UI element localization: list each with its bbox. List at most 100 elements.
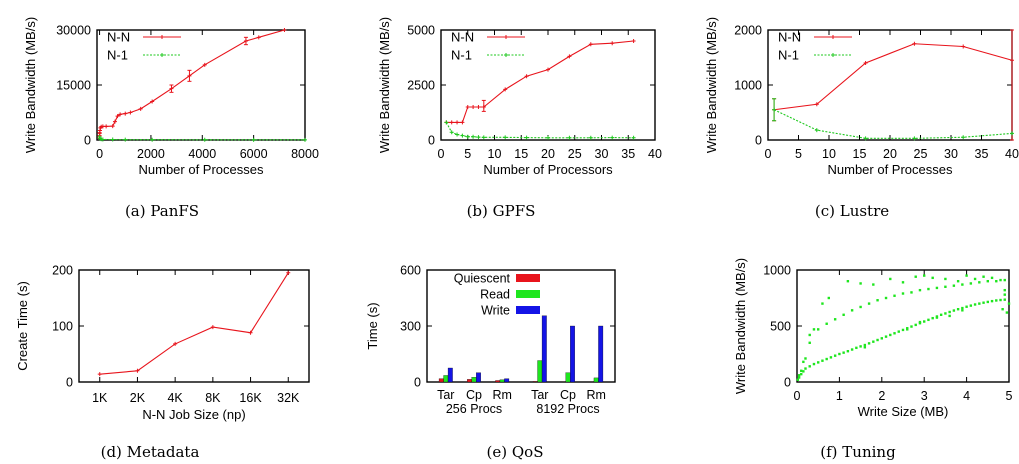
bar-quiescent [532,381,538,383]
plot-frame [78,269,310,383]
scatter-point [1003,278,1006,282]
data-point [256,35,261,40]
scatter-point [965,274,968,277]
scatter-point [893,294,896,297]
scatter-point [982,301,985,304]
scatter-point [825,357,828,361]
legend-label: Read [480,288,510,302]
scatter-point [923,320,926,323]
scatter-point [914,323,917,327]
scatter-point [859,345,862,348]
x-tick-label: 8000 [291,147,319,161]
y-tick-label: 1000 [763,264,791,278]
scatter-point [914,275,917,278]
data-point [118,112,123,117]
scatter-point [800,369,803,372]
subfigure-caption: (b) GPFS [467,202,536,220]
scatter-point [927,318,930,322]
bar-write [504,378,510,383]
legend-label: Quiescent [454,272,511,286]
x-tick-label: 5 [1006,389,1013,403]
scatter-point [901,328,905,332]
data-point [449,130,454,135]
bar-read [443,375,449,383]
data-point [631,135,636,140]
data-point [610,135,615,140]
x-tick-label: 5 [464,147,471,161]
scatter-point [880,337,883,340]
plot-frame [96,29,306,141]
x-category-label: Cp [466,388,482,402]
data-point [503,87,508,92]
data-point [1010,131,1014,136]
plot-frame [796,269,1010,383]
scatter-point [931,276,934,280]
x-tick-label: 32K [277,391,300,405]
scatter-point [827,296,830,300]
scatter-point [842,351,845,354]
x-tick-label: 0 [438,147,445,161]
y-tick-label: 0 [784,376,791,390]
data-point [476,105,481,109]
legend-swatch [516,306,540,314]
data-point [460,120,465,125]
data-point [282,28,287,32]
scatter-point [901,292,905,295]
scatter-point [1007,302,1011,305]
x-tick-label: 4 [963,389,970,403]
x-tick-label: 1K [92,391,108,405]
data-point [567,135,572,140]
y-tick-label: 0 [66,376,73,390]
y-tick-label: 0 [84,134,91,148]
x-tick-label: 40 [1005,147,1019,161]
x-category-label: Cp [560,388,576,402]
x-tick-label: 0 [96,147,103,161]
legend-marker [504,53,508,57]
data-point [112,119,117,124]
y-tick-label: 30000 [56,24,91,38]
data-point [202,137,207,142]
data-point [961,135,966,140]
scatter-point [889,333,892,337]
legend-swatch [516,290,540,298]
series-line-n-1 [445,122,634,139]
scatter-point [1005,311,1009,314]
x-tick-label: 10 [488,147,502,161]
scatter-point [948,314,951,318]
x-tick-label: 20 [883,147,897,161]
scatter-point [855,346,858,350]
y-tick-label: 500 [770,320,791,334]
scatter-point [812,362,816,366]
data-point [546,67,550,72]
x-category-label: Rm [492,388,511,402]
scatter-point [842,313,845,316]
scatter-point [978,302,981,305]
scatter-point [1001,308,1004,311]
scatter-point [859,282,862,285]
y-axis-label: Time (s) [365,302,380,349]
y-tick-label: 15000 [56,79,91,93]
scatter-point [990,299,994,303]
data-point [115,114,120,119]
x-tick-label: 15 [514,147,528,161]
scatter-point [804,357,807,360]
data-point [588,42,593,47]
x-tick-label: 4K [167,391,183,405]
scatter-point [808,365,811,368]
bar-read [565,372,571,383]
plot-frame [440,29,656,141]
scatter-point [846,280,850,283]
x-tick-label: 30 [944,147,958,161]
scatter-point [906,328,909,331]
series-line-n-1 [99,136,305,141]
scatter-point [800,372,803,376]
scatter-point [863,343,867,347]
legend-label: N-1 [107,48,128,63]
x-tick-label: 8K [205,391,221,405]
scatter-point [935,316,939,319]
subfigure-caption: (c) Lustre [815,202,889,220]
scatter-point [999,298,1002,302]
scatter-point [973,277,977,281]
data-point [524,74,529,79]
scatter-point [884,296,888,300]
